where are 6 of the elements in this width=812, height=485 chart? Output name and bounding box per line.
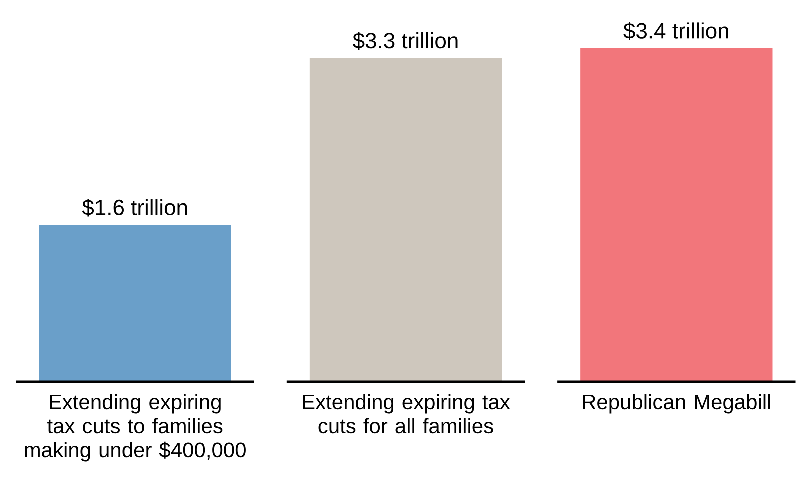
- x-tick-label: Extending expiring tax cuts for all families: [303, 394, 510, 434]
- x-tick-label: Republican Megabill: [583, 394, 770, 414]
- data-label: $3.3 trillion: [353, 32, 458, 50]
- x-tick-label: Extending expiring tax cuts to families making under $400,000: [25, 394, 246, 462]
- data-label: $3.4 trillion: [624, 22, 728, 40]
- data-label: $1.6 trillion: [82, 198, 188, 217]
